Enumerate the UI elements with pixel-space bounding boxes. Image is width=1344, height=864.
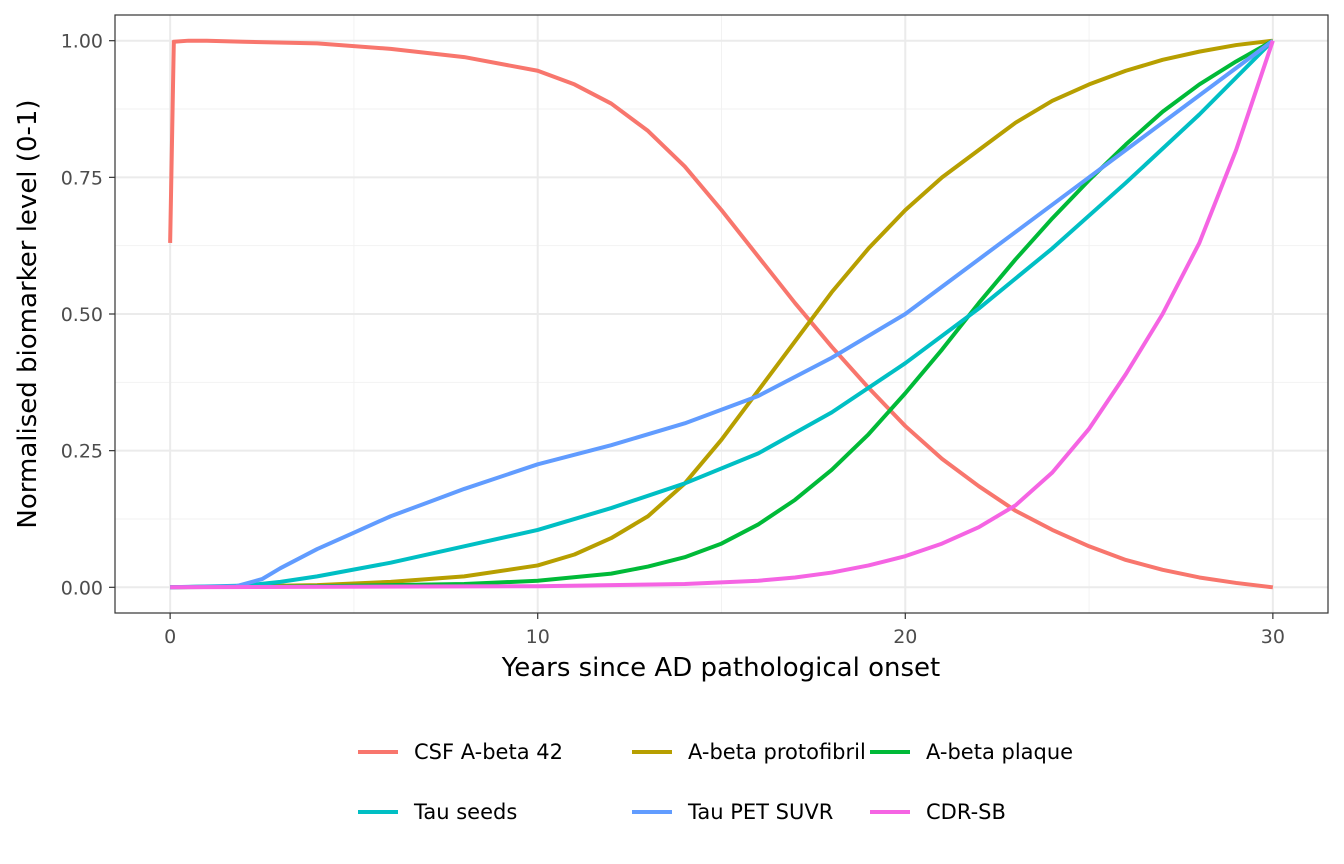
legend-item: Tau seeds bbox=[358, 800, 517, 824]
legend-item: CDR-SB bbox=[870, 800, 1006, 824]
x-tick-label: 0 bbox=[164, 626, 176, 648]
legend-label: A-beta protofibril bbox=[688, 740, 866, 764]
legend-item: A-beta plaque bbox=[870, 740, 1073, 764]
x-axis: 0 10 20 30 bbox=[164, 613, 1285, 648]
series-line-3 bbox=[170, 39, 1275, 590]
y-tick-label: 0.75 bbox=[61, 167, 103, 189]
series-line-4 bbox=[170, 39, 1275, 590]
legend-item: CSF A-beta 42 bbox=[358, 740, 563, 764]
legend-label: CDR-SB bbox=[926, 800, 1006, 824]
x-axis-title: Years since AD pathological onset bbox=[501, 653, 940, 683]
series-line-1 bbox=[170, 38, 1274, 590]
legend-item: A-beta protofibril bbox=[632, 740, 866, 764]
y-axis: 0.00 0.25 0.50 0.75 1.00 bbox=[61, 31, 115, 599]
legend-label: Tau seeds bbox=[413, 800, 517, 824]
x-tick-label: 30 bbox=[1261, 626, 1285, 648]
legend: CSF A-beta 42 A-beta protofibril A-beta pl… bbox=[358, 740, 1073, 824]
series-line-5 bbox=[170, 40, 1275, 590]
legend-label: Tau PET SUVR bbox=[687, 800, 833, 824]
x-tick-label: 10 bbox=[526, 626, 550, 648]
x-tick-label: 20 bbox=[893, 626, 917, 648]
series-lines bbox=[168, 38, 1275, 590]
y-tick-label: 0.50 bbox=[61, 304, 103, 326]
legend-label: CSF A-beta 42 bbox=[414, 740, 563, 764]
series-line-0 bbox=[168, 38, 1274, 590]
series-line-2 bbox=[170, 38, 1274, 590]
y-tick-label: 0.25 bbox=[61, 441, 103, 463]
y-tick-label: 0.00 bbox=[61, 577, 103, 599]
legend-label: A-beta plaque bbox=[926, 740, 1073, 764]
legend-item: Tau PET SUVR bbox=[632, 800, 833, 824]
y-tick-label: 1.00 bbox=[61, 31, 103, 53]
y-axis-title: Normalised biomarker level (0-1) bbox=[13, 99, 43, 528]
